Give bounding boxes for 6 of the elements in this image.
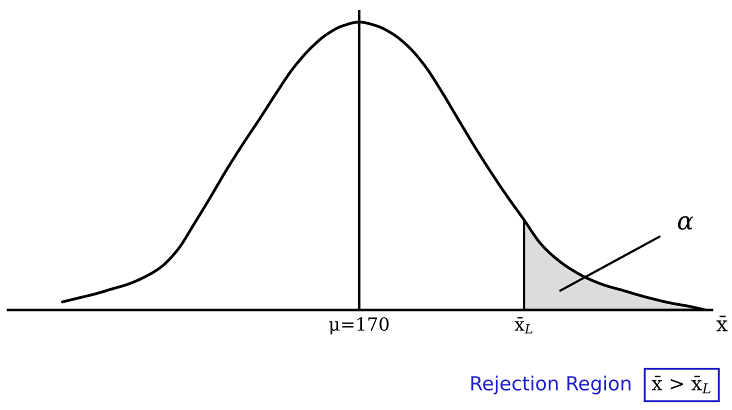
x-tick-label: x̄$_{L}$ [514, 317, 532, 334]
text: Rejection Region [471, 376, 630, 394]
annotation: α [678, 216, 694, 230]
x-tick-label: μ=170 [329, 317, 389, 334]
text: x̄ > x̄$_{L}$ [652, 376, 711, 394]
x-axis-title: x̄ [716, 316, 728, 332]
